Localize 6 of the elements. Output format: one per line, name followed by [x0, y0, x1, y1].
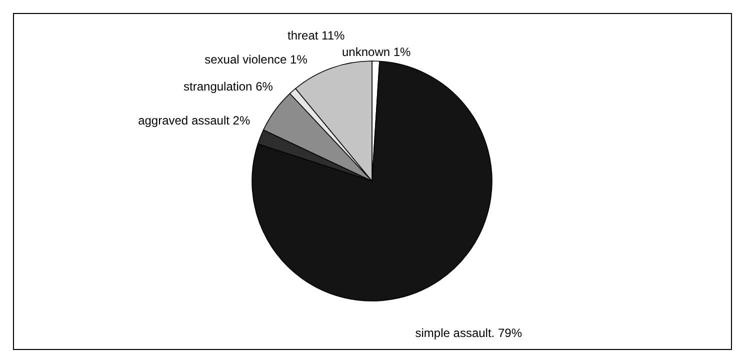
slice-label: aggraved assault 2% [138, 114, 250, 128]
slice-label: strangulation 6% [184, 80, 274, 94]
slice-label: unknown 1% [342, 45, 412, 60]
slice-label: threat 11% [288, 28, 345, 43]
slice-label: sexual violence 1% [204, 52, 308, 66]
slice-label: simple assault. 79% [415, 326, 522, 340]
